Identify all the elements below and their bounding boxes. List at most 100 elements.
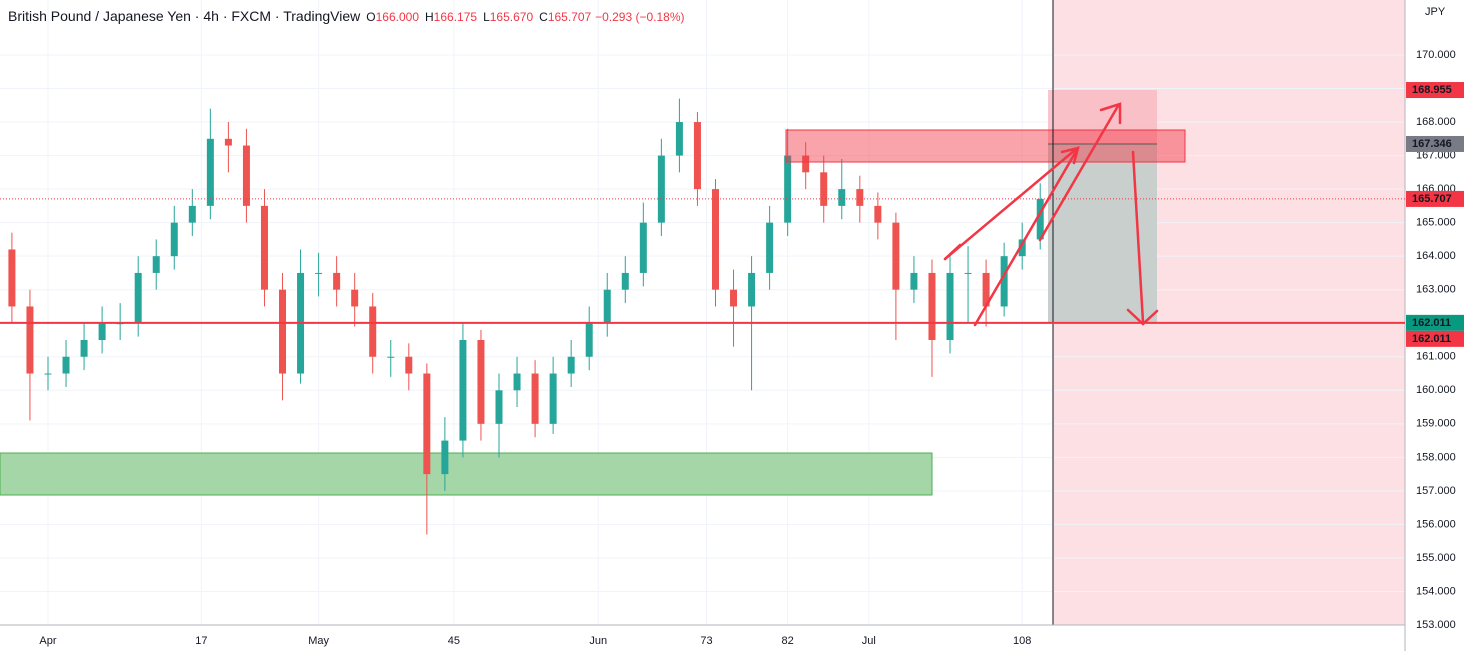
candle-body xyxy=(856,189,864,206)
y-tick-label: 164.000 xyxy=(1416,250,1456,262)
candle-body xyxy=(585,323,593,357)
arrow-down xyxy=(1131,150,1145,324)
candle-body xyxy=(748,272,756,307)
candle-body xyxy=(1000,256,1008,307)
candle-body xyxy=(62,356,70,374)
price-badge xyxy=(1406,82,1464,99)
y-tick-label: 165.000 xyxy=(1416,217,1456,229)
y-tick-label: 167.000 xyxy=(1416,149,1456,161)
price-badge-label: 165.707 xyxy=(1412,193,1452,205)
candle-body xyxy=(98,323,106,340)
candle-body xyxy=(621,272,629,290)
candle-body xyxy=(188,205,196,223)
ohlc-key: H xyxy=(425,10,434,24)
price-badge-label: 162.011 xyxy=(1412,317,1451,329)
candle-body xyxy=(80,339,88,357)
y-tick-label: 155.000 xyxy=(1416,552,1456,564)
candle-body xyxy=(26,306,34,374)
arrow-down-head xyxy=(1126,308,1159,326)
x-tick-label: 45 xyxy=(448,635,460,647)
candle-body xyxy=(134,272,142,324)
candle-body xyxy=(44,373,52,375)
candle-body xyxy=(242,145,250,206)
candle-body xyxy=(1036,198,1044,240)
candle-body xyxy=(603,289,611,324)
drawings xyxy=(943,102,1159,327)
candle-body xyxy=(279,289,287,374)
ohlc-key: C xyxy=(539,10,548,24)
x-tick-label: 73 xyxy=(700,635,712,647)
ohlc-value: 166.000 xyxy=(375,10,419,24)
candle-body xyxy=(946,272,954,340)
candle-body xyxy=(405,356,413,374)
candle-body xyxy=(477,339,485,424)
price-badge-label: 162.011 xyxy=(1412,333,1451,345)
wedge-cap xyxy=(943,243,962,261)
x-tick-label: Apr xyxy=(39,635,56,647)
supply-zone xyxy=(785,129,1186,163)
x-tick-label: 108 xyxy=(1013,635,1031,647)
candle-body xyxy=(260,205,268,290)
y-tick-label: 153.000 xyxy=(1416,619,1456,631)
price-badge-label: 168.955 xyxy=(1412,84,1452,96)
y-tick-label: 156.000 xyxy=(1416,518,1456,530)
candle-body xyxy=(531,373,539,424)
candle-body xyxy=(351,289,359,307)
demand-zone xyxy=(0,452,933,496)
ohlc-key: L xyxy=(483,10,490,24)
x-tick-label: 17 xyxy=(195,635,207,647)
wedge-upper xyxy=(943,148,1077,261)
candle-body xyxy=(639,222,647,273)
candle-body xyxy=(441,440,449,475)
ohlc-value: 165.707 xyxy=(547,10,592,24)
y-tick-label: 163.000 xyxy=(1416,284,1456,296)
x-tick-label: May xyxy=(308,635,329,647)
candle-body xyxy=(152,256,160,273)
candle-body xyxy=(224,138,232,146)
candle-body xyxy=(657,155,665,223)
arrow-up-head xyxy=(1099,102,1122,125)
price-badge xyxy=(1406,135,1464,152)
candle-body xyxy=(423,373,431,475)
price-badge xyxy=(1406,190,1464,207)
x-tick-label: 82 xyxy=(782,635,794,647)
candle-body xyxy=(730,289,738,307)
ohlc-key: O xyxy=(366,10,376,24)
axis-unit: JPY xyxy=(1425,6,1446,18)
symbol-title: British Pound / Japanese Yen · 4h · FXCM… xyxy=(8,8,361,24)
candle-body xyxy=(315,272,323,274)
y-tick-label: 170.000 xyxy=(1416,49,1456,61)
candle-body xyxy=(387,356,395,358)
candle-body xyxy=(369,306,377,357)
y-tick-label: 157.000 xyxy=(1416,485,1456,497)
price-badge xyxy=(1406,314,1464,331)
y-tick-label: 154.000 xyxy=(1416,585,1456,597)
candle-body xyxy=(675,122,683,156)
arrow-up xyxy=(1038,104,1120,242)
candle-body xyxy=(513,373,521,391)
wedge-lower xyxy=(973,146,1080,327)
y-tick-label: 160.000 xyxy=(1416,384,1456,396)
candle-body xyxy=(711,189,719,290)
candle-body xyxy=(892,222,900,290)
candle-body xyxy=(495,390,503,424)
x-tick-label: Jul xyxy=(862,635,876,647)
candle-body xyxy=(964,272,972,274)
candle-body xyxy=(333,272,341,290)
ohlc-value: 165.670 xyxy=(489,10,534,24)
candle-body xyxy=(8,249,16,307)
change: −0.293 (−0.18%) xyxy=(595,10,685,24)
wedge-head xyxy=(1060,146,1080,165)
candle-body xyxy=(910,272,918,290)
candle-body xyxy=(567,356,575,374)
header: British Pound / Japanese Yen · 4h · FXCM… xyxy=(8,8,685,24)
candle-body xyxy=(820,172,828,206)
candle-body xyxy=(838,189,846,206)
candle-body xyxy=(784,155,792,223)
candles xyxy=(8,98,1044,535)
candle-body xyxy=(693,122,701,190)
candle-body xyxy=(549,373,557,424)
y-tick-label: 168.000 xyxy=(1416,116,1456,128)
